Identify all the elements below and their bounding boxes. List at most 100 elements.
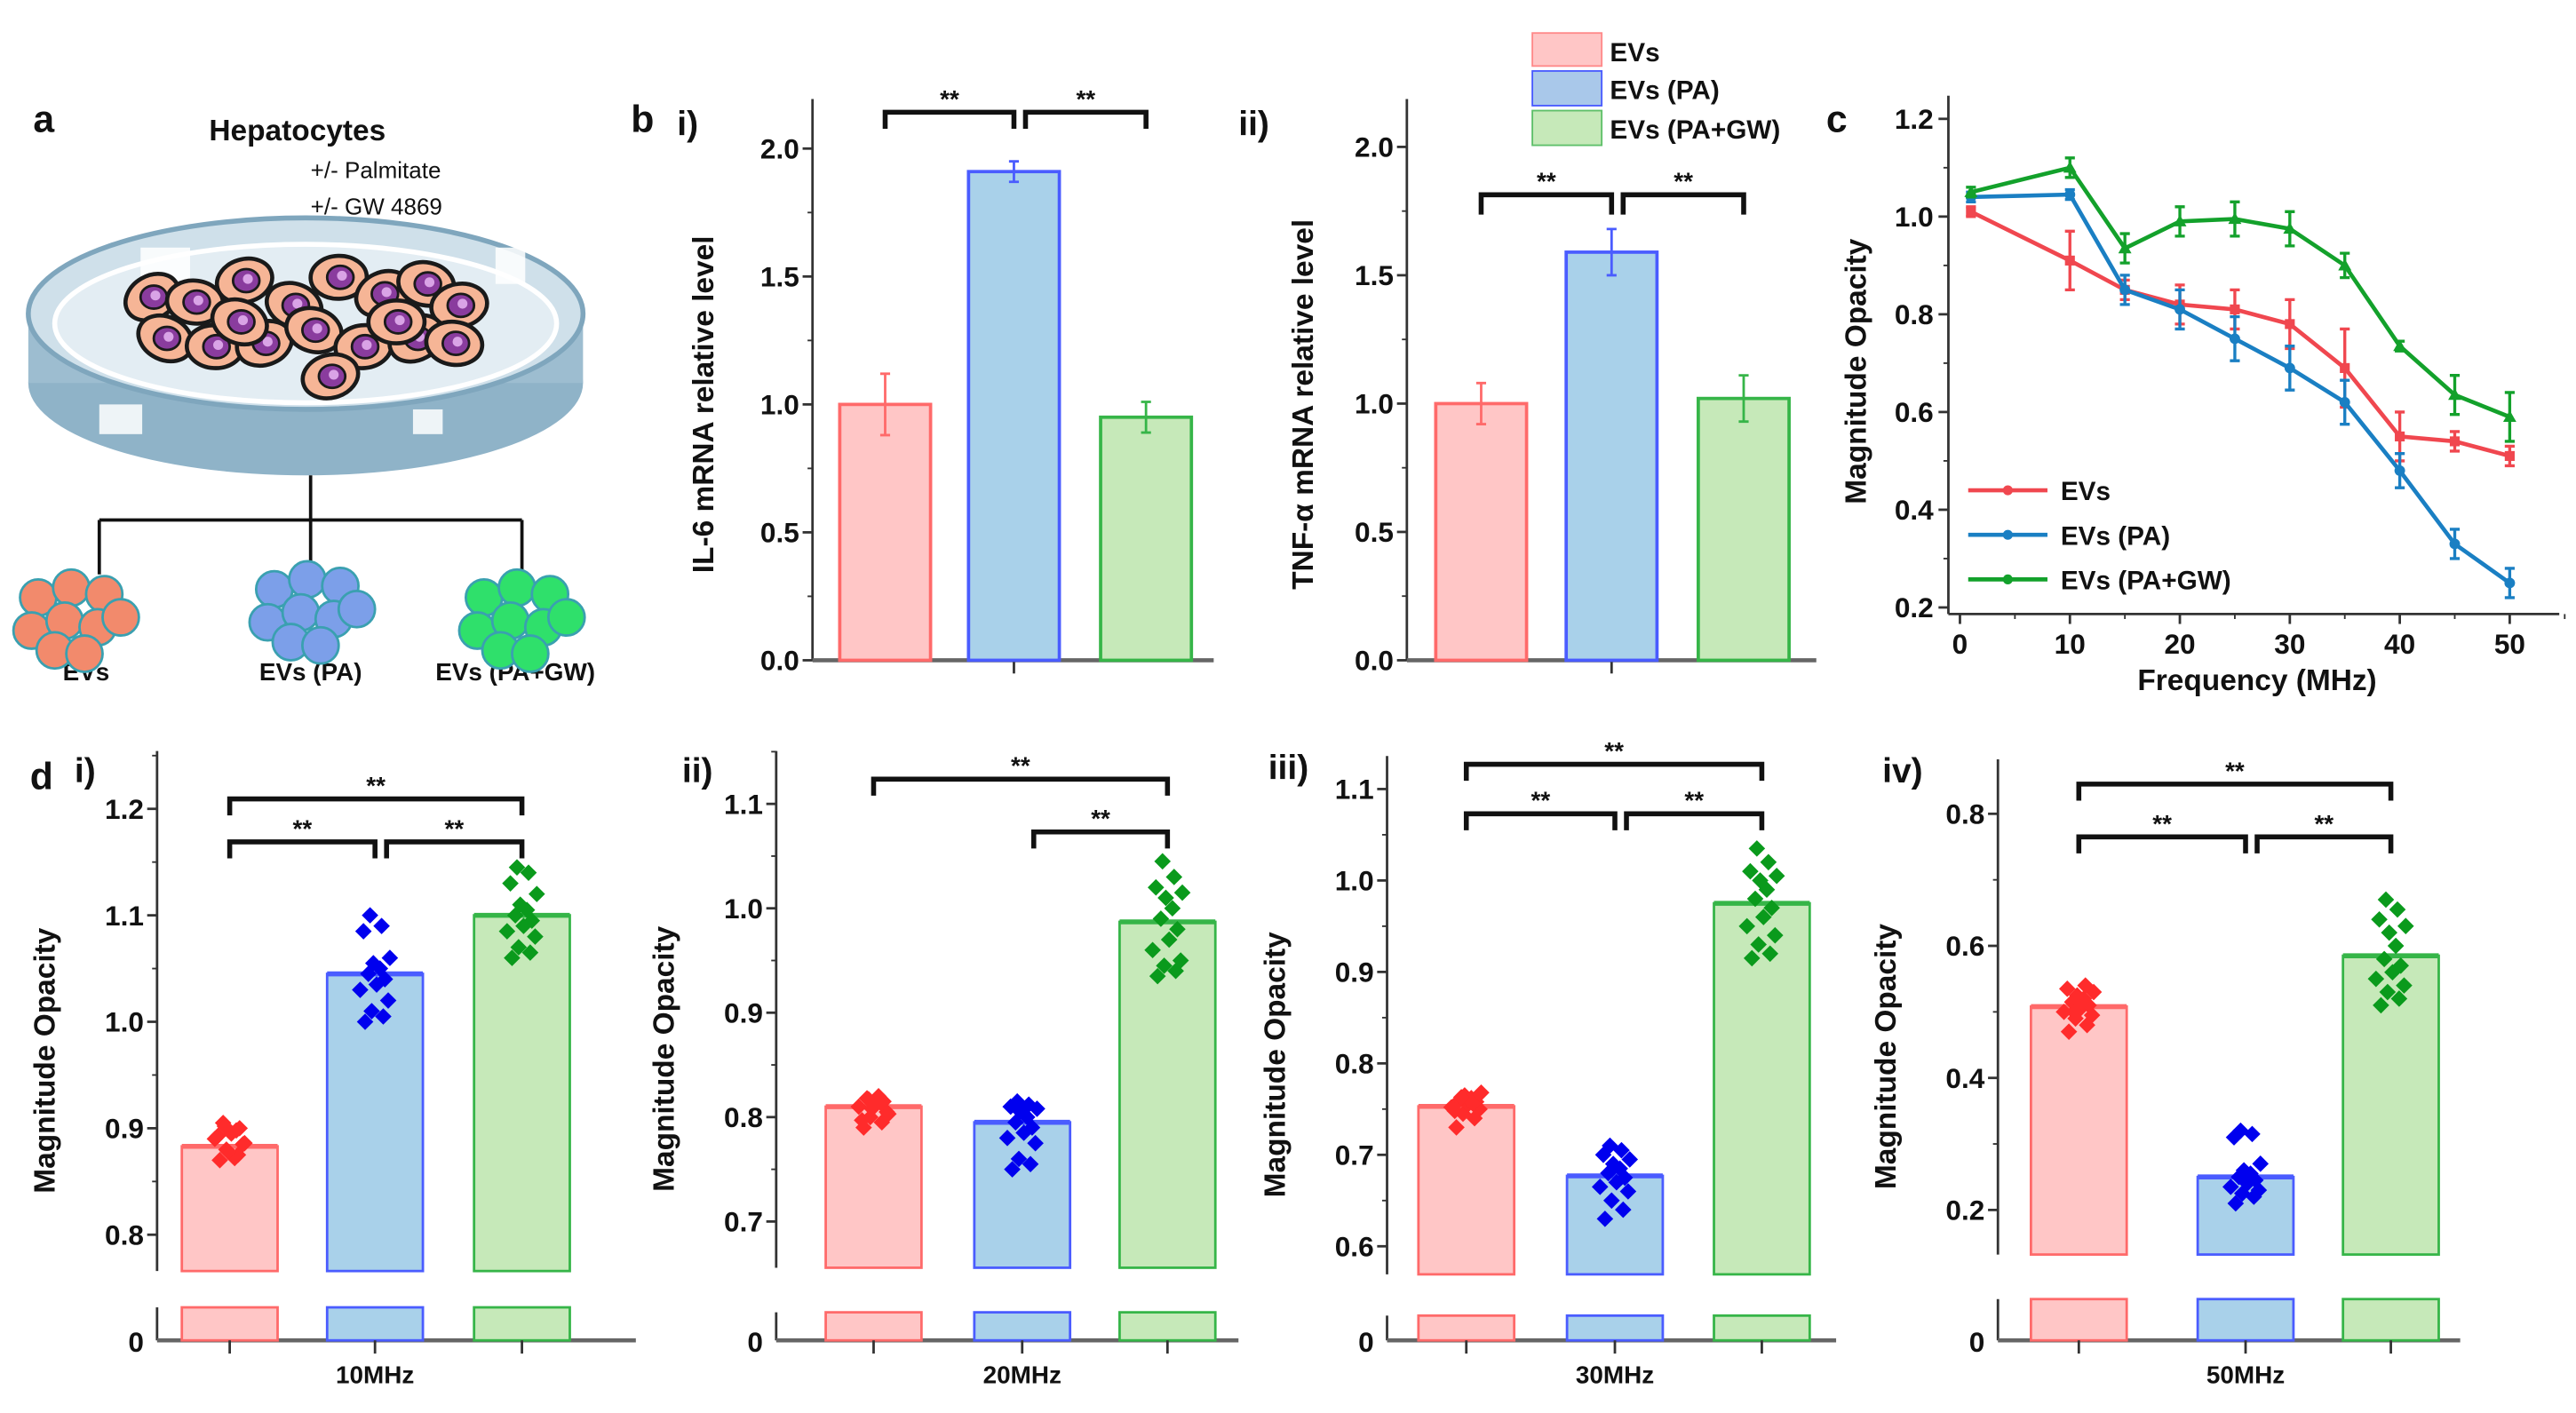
data-point [1619, 1183, 1637, 1200]
significance-label: ** [1537, 168, 1556, 195]
y-tick-label: 0.9 [724, 996, 763, 1028]
bar [1565, 1174, 1665, 1276]
data-point [521, 944, 539, 961]
hepatocyte-cell [308, 253, 370, 301]
bar-stub [2029, 1298, 2128, 1342]
significance-label: ** [2225, 757, 2245, 784]
significance-label: ** [1604, 737, 1624, 765]
bar-stub [973, 1311, 1072, 1342]
data-point [1022, 1155, 1039, 1173]
data-point [2285, 319, 2295, 329]
data-point [2504, 577, 2516, 589]
data-point [1169, 920, 1186, 938]
extracellular-vesicle [65, 634, 104, 673]
significance-label: ** [366, 772, 386, 799]
data-point [2339, 396, 2350, 408]
data-point [1768, 867, 1785, 885]
extracellular-vesicle [511, 634, 550, 673]
hepatocyte-cell [429, 282, 489, 329]
data-point [2174, 304, 2185, 315]
y-tick-label: 1.2 [105, 793, 144, 825]
x-category-label: 10MHz [336, 1361, 414, 1389]
y-tick-label: 1.0 [1335, 865, 1374, 897]
y-tick-label: 1.0 [1355, 388, 1394, 420]
data-point [1154, 853, 1172, 870]
y-tick-label: 0.8 [1335, 1047, 1374, 1079]
data-point [381, 949, 399, 966]
y-tick-label: 1.1 [105, 900, 144, 932]
ev-group-label-pa: EVs (PA) [259, 658, 362, 686]
y-tick-label: 0.9 [1335, 957, 1374, 988]
y-tick-label: 1.5 [1355, 259, 1394, 291]
y-tick-label: 0.0 [1355, 645, 1394, 677]
data-point [502, 875, 519, 892]
data-point [854, 1112, 871, 1129]
data-point [2230, 304, 2240, 314]
y-tick-label: 0.8 [105, 1219, 144, 1250]
y-tick-label: 1.0 [760, 389, 799, 421]
hepatocyte-cell [366, 298, 427, 345]
data-point [860, 1091, 878, 1108]
y-tick-label: 0.6 [1335, 1230, 1374, 1262]
panel-label-b: b [631, 99, 654, 141]
y-tick-label: 0.5 [1355, 516, 1394, 548]
bar-stub [824, 1311, 923, 1342]
data-point [2377, 891, 2395, 909]
series-evs-pa: EVs (PA) [1965, 187, 2516, 599]
data-point [354, 923, 372, 940]
x-tick-label: 30 [2274, 628, 2305, 660]
data-point [1452, 1089, 1470, 1106]
data-point [211, 1152, 228, 1169]
y-axis-title: Magnitude Opacity [1870, 924, 1903, 1190]
nucleus-highlight [262, 337, 273, 347]
bar [1564, 250, 1659, 663]
bar-stub [473, 1306, 571, 1342]
nucleus-highlight [337, 270, 347, 281]
y-tick-label: 1.1 [1335, 774, 1374, 806]
data-point [1148, 878, 1165, 896]
data-point [1157, 889, 1174, 907]
data-point [527, 928, 544, 945]
nucleus-highlight [457, 298, 468, 309]
data-point [2077, 977, 2095, 994]
significance-label: ** [1684, 787, 1704, 814]
y-tick-label: 0.9 [105, 1113, 144, 1145]
y-tick-label: 2.0 [760, 132, 799, 164]
series-evs: EVs [1966, 205, 2515, 506]
opacity-bar-chart-10mhz: 0 0.8 0.9 1.0 1.1 1.2 Magnitude Opacity 10MHz **… [29, 750, 636, 1389]
significance-bracket [2254, 834, 2394, 853]
data-point [2371, 910, 2388, 928]
bar [473, 914, 571, 1273]
panel-label-d-iii: iii) [1268, 749, 1309, 787]
data-point [1602, 1137, 1618, 1155]
y-tick-label-zero: 0 [128, 1326, 144, 1358]
data-point [1473, 1084, 1490, 1101]
significance-bracket [1478, 192, 1615, 215]
x-axis-title: Frequency (MHz) [2137, 664, 2376, 697]
error-bar [1606, 227, 1617, 277]
data-point [1748, 840, 1766, 857]
nucleus-highlight [394, 315, 405, 326]
data-point [1172, 952, 1189, 969]
error-bar [1475, 381, 1487, 425]
significance-label: ** [940, 85, 959, 113]
data-point [1964, 185, 1978, 197]
data-point [871, 1094, 889, 1111]
y-tick-label: 1.1 [724, 788, 763, 820]
data-point [1173, 884, 1191, 901]
y-axis-title: Magnitude Opacity [29, 927, 62, 1194]
y-tick-label: 0.4 [1895, 494, 1934, 526]
data-point [365, 955, 382, 972]
data-point [2373, 996, 2389, 1014]
bar-stub [2196, 1298, 2295, 1342]
significance-label: ** [1531, 787, 1551, 814]
opacity-bar-chart-30mhz: 0 0.6 0.7 0.8 0.9 1.0 1.1 Magnitude Opacity 30MH… [1259, 737, 1837, 1389]
x-category-label: 50MHz [2206, 1361, 2285, 1389]
data-point [2064, 189, 2076, 201]
data-point [520, 864, 537, 881]
il6-bar-chart: 0.0 0.5 1.0 1.5 2.0 IL-6 mRNA relative level *… [688, 85, 1214, 677]
opacity-bar-chart-50mhz: 0 0.2 0.4 0.6 0.8 Magnitude Opacity 50MHz ** ** *… [1870, 757, 2461, 1389]
legend-swatch-evs [1531, 32, 1603, 67]
y-tick-label: 1.0 [105, 1006, 144, 1038]
bar [2341, 954, 2440, 1256]
